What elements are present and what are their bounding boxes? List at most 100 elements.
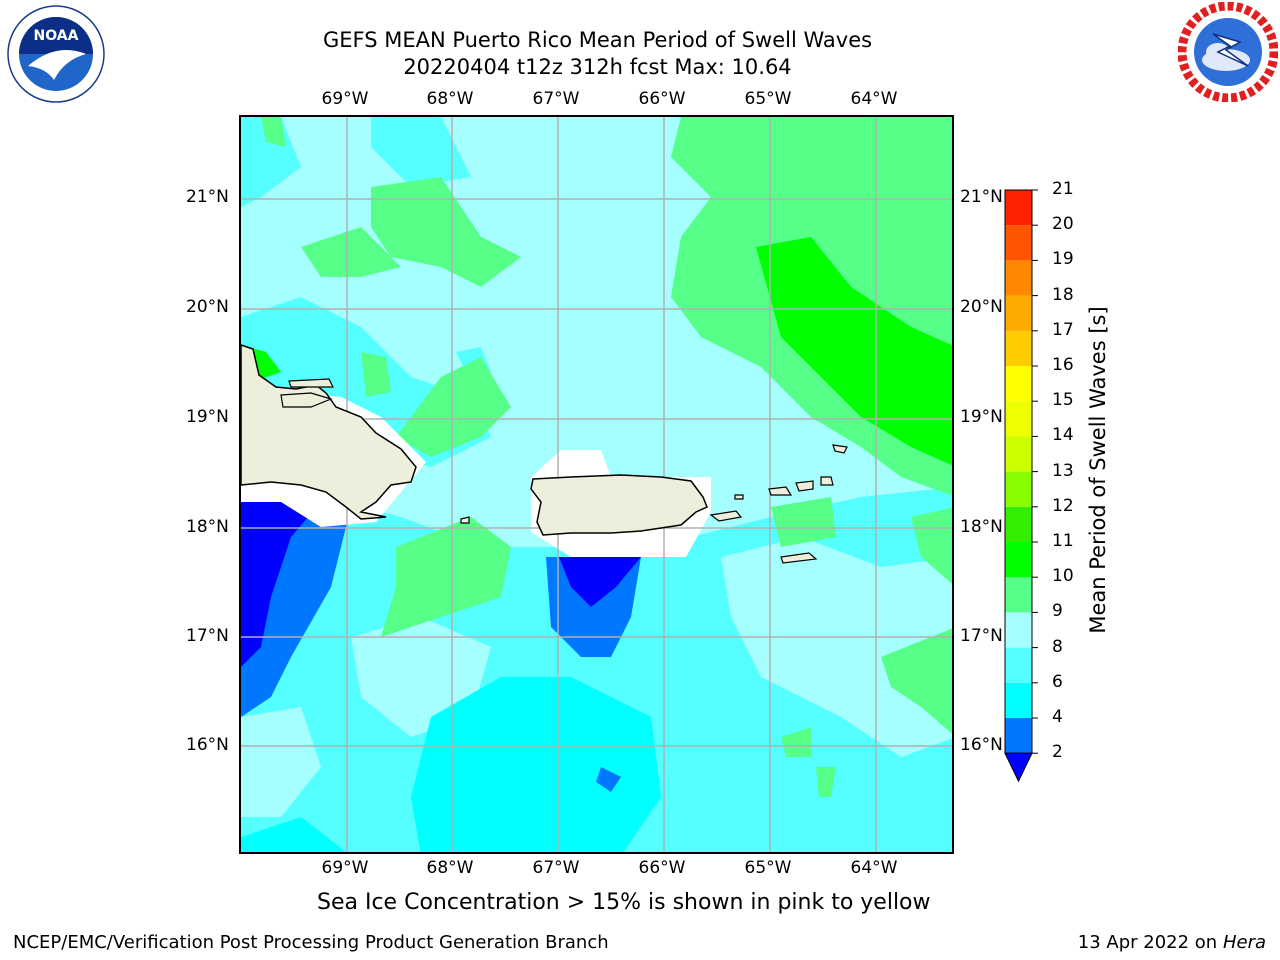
lon-tick-bottom: 64°W [850,858,898,878]
colorbar-segment [1005,577,1032,613]
island-land [734,494,744,500]
lon-tick-top: 69°W [321,89,369,109]
lat-tick-right: 19°N [960,407,1003,427]
contour-9-10-s [381,517,511,637]
colorbar-segment [1005,471,1032,507]
footer-date: 13 Apr 2022 on [1077,932,1218,953]
lat-tick-left: 18°N [186,517,229,537]
chart-subtitle: 20220404 t12z 312h fcst Max: 10.64 [403,55,792,79]
colorbar [995,180,1055,794]
graticule [241,117,952,852]
island-land [460,516,470,524]
contour-9-10-s [371,177,521,287]
svg-text:NOAA: NOAA [34,28,79,44]
contour-4-6-s [241,817,346,852]
colorbar-segment [1005,542,1032,578]
colorbar-tick-label: 11 [1052,531,1074,551]
colorbar-segment [1005,260,1032,296]
colorbar-tick-label: 12 [1052,495,1074,516]
colorbar-segment [1005,682,1032,718]
contour-9-10-s [396,357,511,457]
colorbar-tick-label: 21 [1052,179,1074,199]
lon-tick-bottom: 67°W [532,858,580,878]
colorbar-segment [1005,401,1032,437]
colorbar-segment [1005,366,1032,402]
island-land [280,392,333,408]
contour-4-6-s [411,677,661,852]
colorbar-svg [1004,189,1038,783]
lon-tick-top: 65°W [744,89,792,109]
contour-9-10-s [771,497,836,547]
lat-tick-left: 16°N [186,735,229,755]
footer-timestamp: 13 Apr 2022 on Hera [1078,932,1266,953]
lat-tick-left: 17°N [186,626,229,646]
chart-title: GEFS MEAN Puerto Rico Mean Period of Swe… [322,28,873,52]
colorbar-segment [1005,718,1032,754]
colorbar-tick-label: 17 [1052,319,1074,340]
lat-tick-left: 19°N [186,407,229,427]
contour-9-10-s [816,767,836,797]
colorbar-tick-label: 4 [1052,707,1063,727]
lon-tick-bottom: 66°W [638,858,686,878]
colorbar-segment [1005,330,1032,366]
colorbar-segment [1005,436,1032,472]
contour-below-2-s [241,502,321,667]
contour-6-8-s [241,117,301,207]
contour-6-8-s [371,117,471,187]
footer-host: Hera [1222,932,1266,953]
contour-2-4-s [596,767,621,792]
colorbar-tick-label: 14 [1052,425,1074,446]
lat-tick-left: 20°N [186,297,229,317]
colorbar-tick-label: 19 [1052,249,1074,270]
contour-9-10-s [911,507,952,584]
footer-credit: NCEP/EMC/Verification Post Processing Pr… [13,932,609,953]
lon-tick-top: 68°W [426,89,474,109]
map-panel [239,115,954,854]
colorbar-segment [1005,612,1032,648]
contour-9-10-s [781,727,811,757]
contour-8-9-s [721,537,952,757]
nws-logo-icon [1178,2,1278,102]
island-land [780,552,818,564]
lon-tick-top: 67°W [532,89,580,109]
lon-tick-bottom: 68°W [426,858,474,878]
island-land [820,476,834,486]
colorbar-tick-label: 16 [1052,355,1074,375]
colorbar-tick-label: 2 [1052,742,1063,763]
colorbar-title: Mean Period of Swell Waves [s] [1086,306,1110,634]
lon-tick-bottom: 65°W [744,858,792,878]
colorbar-segment [1005,506,1032,542]
lat-tick-right: 16°N [960,735,1003,755]
contour-9-10-s [261,117,286,147]
lon-tick-top: 66°W [638,89,686,109]
contour-9-10-s [881,628,952,734]
island-land [768,486,793,496]
puerto-rico-land [530,474,708,536]
colorbar-under-triangle [1004,752,1033,783]
contour-8-9-s [241,707,321,817]
lon-tick-top: 64°W [850,89,898,109]
hispaniola-land [241,344,417,520]
lat-tick-left: 21°N [186,187,229,207]
colorbar-tick-label: 15 [1052,390,1074,411]
contour-below-2-s [559,557,641,607]
colorbar-tick-label: 6 [1052,671,1063,692]
colorbar-tick-label: 9 [1052,601,1063,622]
island-land [709,510,743,522]
colorbar-tick-label: 10 [1052,566,1074,587]
island-land [795,480,814,492]
island-land [288,378,334,388]
contour-9-10-s [301,227,401,277]
contour-9-10-s [361,352,391,397]
colorbar-segment [1005,190,1032,226]
colorbar-tick-label: 8 [1052,636,1063,657]
colorbar-segment [1005,647,1032,683]
contour-10-11-s [756,237,952,466]
lat-tick-right: 20°N [960,297,1003,317]
swell-period-field [241,117,952,852]
lat-tick-right: 18°N [960,517,1003,537]
colorbar-tick-label: 18 [1052,284,1074,305]
colorbar-segment [1005,295,1032,331]
lon-tick-bottom: 69°W [321,858,369,878]
sea-ice-note: Sea Ice Concentration > 15% is shown in … [317,890,931,915]
